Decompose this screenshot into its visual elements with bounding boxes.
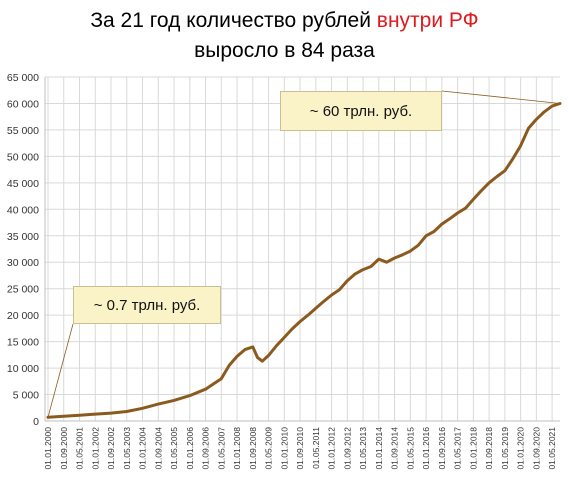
y-tick-label: 5 000 bbox=[13, 390, 39, 402]
x-tick-label: 01.01.2008 bbox=[232, 427, 242, 470]
x-tick-label: 01.01.2018 bbox=[468, 427, 478, 470]
x-tick-label: 01.05.2021 bbox=[547, 427, 557, 470]
chart-title: За 21 год количество рублей внутри РФ вы… bbox=[0, 6, 569, 66]
x-axis: 01.01.2000 01.09.2000 01.05.2001 01.01.2002… bbox=[43, 420, 560, 470]
annotation-high: ~ 60 трлн. руб. bbox=[280, 91, 442, 131]
title-line-1: За 21 год количество рублей внутри РФ bbox=[0, 6, 569, 36]
y-tick-label: 60 000 bbox=[7, 98, 39, 110]
x-tick-label: 01.09.2008 bbox=[248, 427, 258, 470]
x-tick-label: 01.09.2010 bbox=[295, 427, 305, 470]
x-tick-label: 01.01.2016 bbox=[421, 427, 431, 470]
y-tick-label: 10 000 bbox=[7, 363, 39, 375]
x-tick-label: 01.01.2010 bbox=[279, 427, 289, 470]
y-tick-label: 15 000 bbox=[7, 337, 39, 349]
x-tick-label: 01.01.2000 bbox=[43, 427, 53, 470]
x-tick-label: 01.05.2017 bbox=[453, 427, 463, 470]
title-prefix: За 21 год количество рублей bbox=[90, 9, 377, 32]
x-tick-label: 01.09.2004 bbox=[153, 427, 163, 470]
y-tick-label: 40 000 bbox=[7, 204, 39, 216]
y-tick-label: 25 000 bbox=[7, 284, 39, 296]
y-tick-label: 0 bbox=[33, 416, 39, 428]
y-tick-label: 35 000 bbox=[7, 231, 39, 243]
y-tick-label: 20 000 bbox=[7, 310, 39, 322]
x-tick-label: 01.01.2002 bbox=[90, 427, 100, 470]
x-tick-label: 01.05.2007 bbox=[216, 427, 226, 470]
y-tick-label: 55 000 bbox=[7, 125, 39, 137]
x-tick-label: 01.09.2000 bbox=[59, 427, 69, 470]
y-tick-label: 45 000 bbox=[7, 178, 39, 190]
x-tick-label: 01.05.2019 bbox=[500, 427, 510, 470]
x-tick-label: 01.09.2014 bbox=[390, 427, 400, 470]
series-layer bbox=[46, 102, 562, 419]
x-tick-label: 01.01.2006 bbox=[185, 427, 195, 470]
x-tick-label: 01.09.2018 bbox=[484, 427, 494, 470]
leader-line-high bbox=[441, 90, 561, 104]
series-line-money-supply bbox=[46, 102, 562, 419]
x-tick-label: 01.09.2012 bbox=[342, 427, 352, 470]
x-tick-label: 01.05.2015 bbox=[405, 427, 415, 470]
x-tick-label: 01.01.2014 bbox=[374, 427, 384, 470]
x-tick-label: 01.09.2006 bbox=[201, 427, 211, 470]
x-tick-label: 01.09.2020 bbox=[531, 427, 541, 470]
x-tick-label: 01.05.2009 bbox=[264, 427, 274, 470]
y-tick-label: 65 000 bbox=[7, 72, 39, 84]
x-tick-label: 01.05.2005 bbox=[169, 427, 179, 470]
x-tick-label: 01.01.2020 bbox=[516, 427, 526, 470]
x-tick-label: 01.05.2001 bbox=[75, 427, 85, 470]
title-line-2: выросло в 84 раза bbox=[194, 39, 375, 62]
x-tick-label: 01.05.2011 bbox=[311, 427, 321, 469]
annotation-leaders bbox=[47, 90, 561, 418]
y-tick-label: 50 000 bbox=[7, 151, 39, 163]
y-axis: 0 5 000 10 000 15 000 20 000 25 000 30 000 35 0… bbox=[7, 72, 46, 428]
x-tick-label: 01.09.2016 bbox=[437, 427, 447, 470]
x-tick-label: 01.01.2004 bbox=[138, 427, 148, 470]
x-tick-label: 01.05.2013 bbox=[358, 427, 368, 470]
leader-line-low bbox=[47, 323, 74, 418]
x-tick-label: 01.09.2002 bbox=[106, 427, 116, 470]
title-accent: внутри РФ bbox=[376, 9, 479, 32]
x-tick-label: 01.01.2012 bbox=[327, 427, 337, 470]
y-tick-label: 30 000 bbox=[7, 257, 39, 269]
annotation-low: ~ 0.7 трлн. руб. bbox=[73, 286, 221, 324]
x-tick-label: 01.05.2003 bbox=[122, 427, 132, 470]
